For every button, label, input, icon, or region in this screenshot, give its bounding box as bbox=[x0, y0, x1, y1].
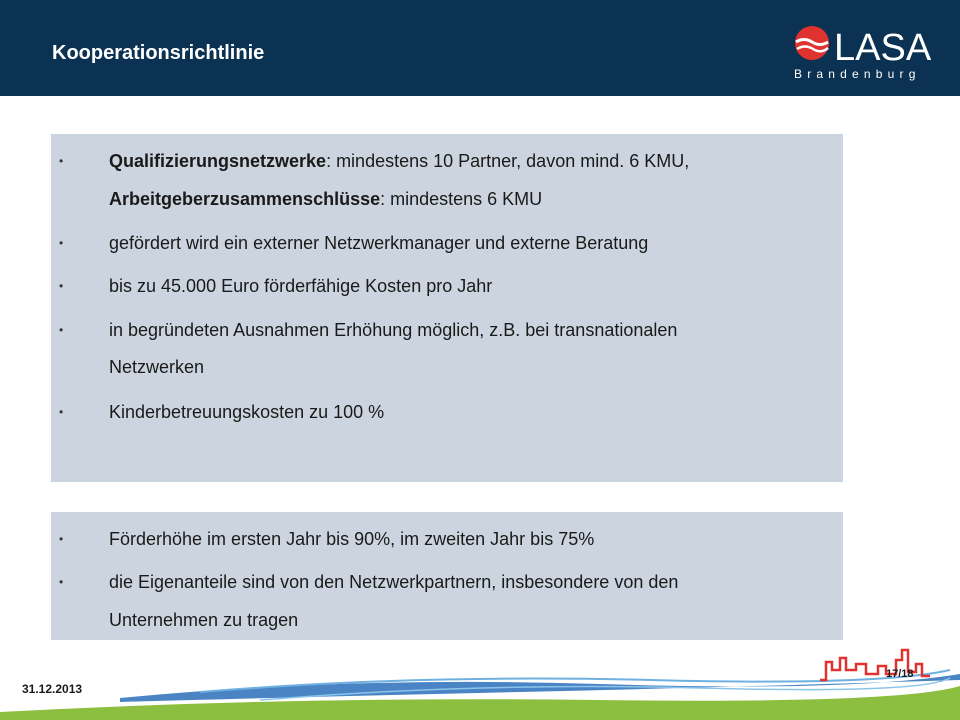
item-text: gefördert wird ein externer Netzwerkmana… bbox=[109, 233, 649, 253]
list-item: Netzwerken bbox=[109, 348, 829, 386]
item-text: Kinderbetreuungskosten zu 100 % bbox=[109, 402, 385, 422]
content-box-2: • Förderhöhe im ersten Jahr bis 90%, im … bbox=[51, 512, 843, 640]
bullet-icon: • bbox=[59, 575, 64, 589]
list-item: Unternehmen zu tragen bbox=[109, 601, 829, 639]
list-item: Arbeitgeberzusammenschlüsse: mindestens … bbox=[109, 180, 829, 218]
content-box-1: • Qualifizierungsnetzwerke: mindestens 1… bbox=[51, 134, 843, 482]
item-text: Netzwerken bbox=[109, 357, 205, 377]
list-item: • in begründeten Ausnahmen Erhöhung mögl… bbox=[59, 311, 829, 349]
footer-date: 31.12.2013 bbox=[22, 682, 83, 696]
bold-term: Arbeitgeberzusammenschlüsse bbox=[109, 189, 381, 209]
list-item: • Kinderbetreuungskosten zu 100 % bbox=[59, 393, 829, 431]
lasa-logo: LASA Brandenburg bbox=[794, 26, 932, 81]
page-number: 17/18 bbox=[886, 668, 914, 680]
logo-text: LASA bbox=[834, 27, 932, 69]
bullet-icon: • bbox=[59, 236, 64, 250]
slide-title: Kooperationsrichtlinie bbox=[52, 42, 265, 64]
item-text: Unternehmen zu tragen bbox=[109, 610, 299, 630]
bullet-icon: • bbox=[59, 532, 64, 546]
bullet-icon: • bbox=[59, 405, 64, 419]
list-item: • Förderhöhe im ersten Jahr bis 90%, im … bbox=[59, 520, 829, 558]
city-skyline-icon bbox=[820, 648, 930, 682]
bullet-icon: • bbox=[59, 279, 64, 293]
list-item: • bis zu 45.000 Euro förderfähige Kosten… bbox=[59, 267, 829, 305]
bullet-icon: • bbox=[59, 323, 64, 337]
list-item: • die Eigenanteile sind von den Netzwerk… bbox=[59, 563, 829, 601]
item-text: in begründeten Ausnahmen Erhöhung möglic… bbox=[109, 320, 678, 340]
item-text: bis zu 45.000 Euro förderfähige Kosten p… bbox=[109, 276, 493, 296]
bullet-icon: • bbox=[59, 154, 64, 168]
footer-decoration bbox=[0, 648, 960, 720]
item-text: : mindestens 10 Partner, davon mind. 6 K… bbox=[326, 151, 690, 171]
list-item: • Qualifizierungsnetzwerke: mindestens 1… bbox=[59, 142, 829, 180]
item-text: die Eigenanteile sind von den Netzwerkpa… bbox=[109, 572, 679, 592]
list-item: • gefördert wird ein externer Netzwerkma… bbox=[59, 224, 829, 262]
logo-subtext: Brandenburg bbox=[794, 67, 921, 81]
item-text: Förderhöhe im ersten Jahr bis 90%, im zw… bbox=[109, 529, 595, 549]
item-text: : mindestens 6 KMU bbox=[380, 189, 543, 209]
bold-term: Qualifizierungsnetzwerke bbox=[109, 151, 327, 171]
